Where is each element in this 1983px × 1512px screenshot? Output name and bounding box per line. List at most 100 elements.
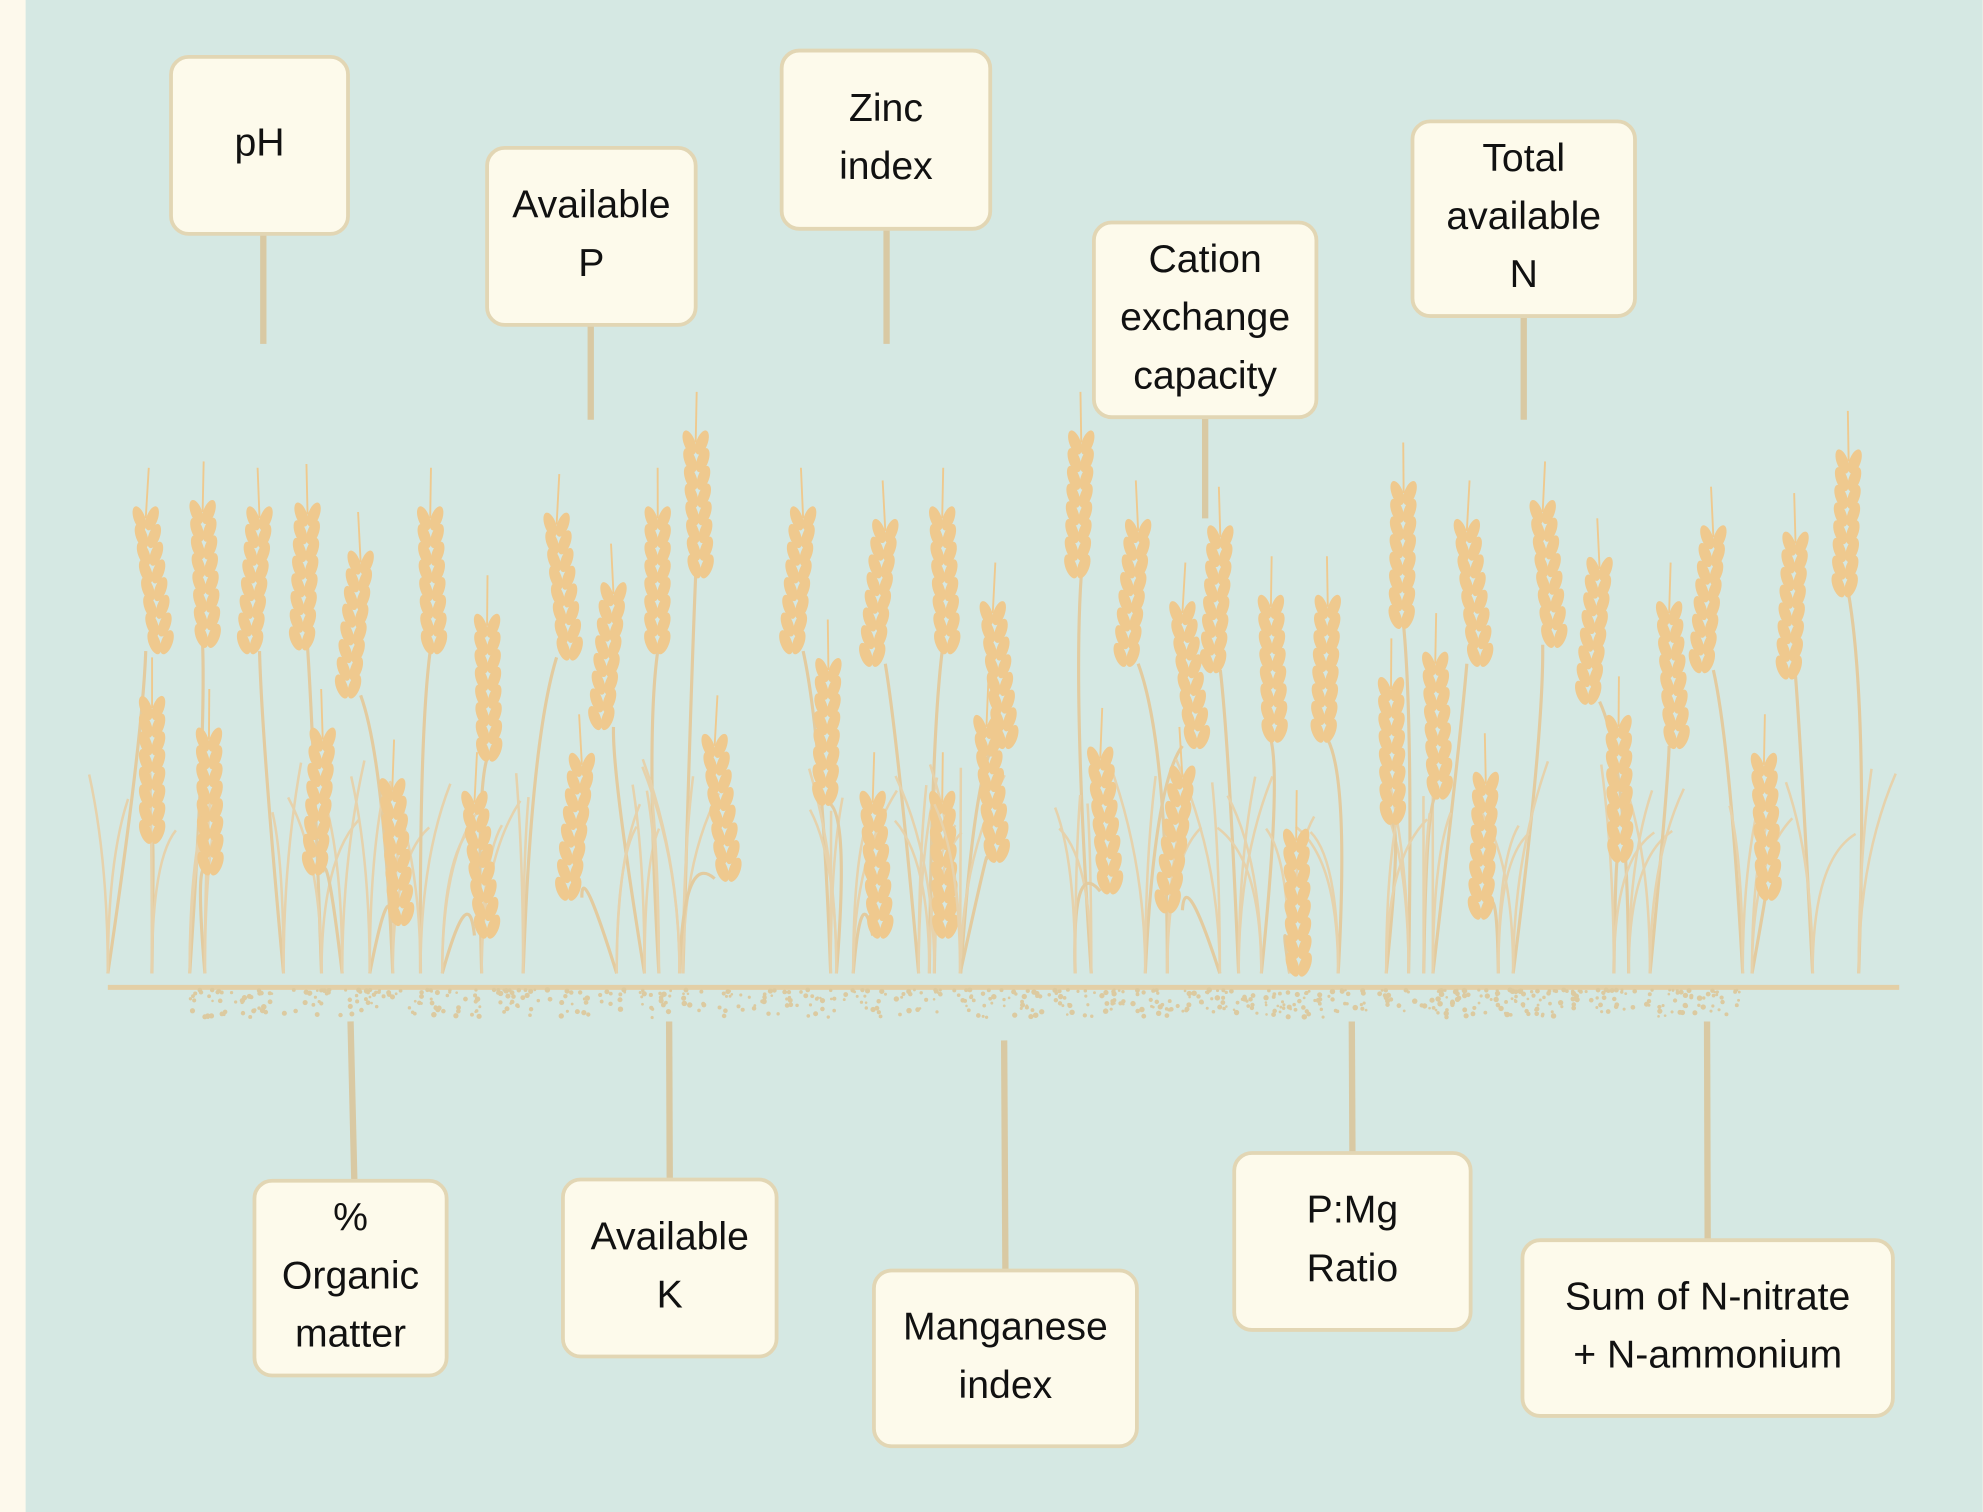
soil-speck [1141, 1013, 1147, 1019]
soil-speck [240, 1000, 244, 1005]
grain [1181, 601, 1196, 626]
grain [1539, 606, 1554, 631]
soil-speck [354, 993, 359, 998]
soil-speck [604, 989, 610, 995]
soil-speck [1264, 1001, 1268, 1004]
soil-speck [967, 987, 973, 993]
soil-speck [1076, 989, 1080, 993]
soil-speck [1550, 1010, 1554, 1014]
grain [802, 506, 817, 531]
soil-speck [934, 990, 937, 994]
soil-speck [349, 1011, 355, 1017]
stalk [418, 650, 432, 974]
grain [1466, 642, 1481, 667]
soil-speck [1216, 989, 1220, 993]
soil-speck [1531, 993, 1536, 998]
grain [345, 568, 360, 593]
soil-speck [1321, 1015, 1325, 1019]
grain [561, 565, 576, 590]
stalk [677, 871, 716, 974]
soil-speck [188, 997, 193, 1001]
grain [1844, 573, 1858, 598]
soil-speck [1686, 988, 1692, 994]
soil-speck [806, 1014, 811, 1018]
stalk [1384, 820, 1398, 974]
soil-speck [906, 1007, 912, 1014]
grain [569, 636, 583, 661]
soil-speck [864, 988, 871, 994]
grain [1123, 536, 1138, 561]
soil-speck [374, 990, 378, 995]
soil-speck [1335, 1009, 1340, 1014]
soil-speck [1272, 992, 1277, 997]
soil-speck [189, 1008, 196, 1014]
grain [872, 518, 886, 544]
label-box [1092, 220, 1319, 420]
soil-speck [1377, 991, 1383, 997]
soil-speck [377, 990, 381, 994]
grain [1536, 570, 1550, 595]
soil-speck [251, 1008, 257, 1014]
grain [588, 706, 602, 731]
grain [145, 612, 160, 637]
soil-speck [1436, 1011, 1440, 1015]
soil-speck [1220, 1000, 1226, 1005]
grain [1579, 627, 1594, 652]
grain [591, 670, 606, 695]
soil-speck [1620, 990, 1624, 994]
soil-speck [876, 1010, 881, 1015]
soil-speck [1462, 991, 1466, 995]
soil-speck [1224, 990, 1228, 995]
grain [1134, 554, 1149, 579]
grain [301, 851, 316, 876]
grain [1129, 607, 1144, 632]
soil-speck [1329, 988, 1336, 995]
soil-speck [608, 991, 613, 996]
grain [1831, 573, 1846, 598]
grain [488, 737, 503, 762]
stalk [827, 801, 843, 974]
soil-speck [1504, 1011, 1510, 1018]
soil-speck [303, 989, 309, 995]
grain [1186, 636, 1200, 661]
soil-speck [1595, 987, 1601, 993]
awn [1217, 486, 1222, 538]
grain [1001, 689, 1015, 714]
label-box [1410, 119, 1637, 318]
soil-speck [1624, 992, 1628, 996]
soil-speck [980, 991, 986, 996]
grain [347, 550, 362, 575]
grain [871, 642, 886, 667]
soil-speck [1719, 995, 1724, 1000]
grain [1467, 895, 1482, 920]
soil-speck [1428, 1006, 1431, 1010]
soil-speck [1186, 990, 1192, 997]
soil-speck [721, 991, 726, 996]
soil-speck [1286, 1004, 1292, 1010]
soil-speck [1222, 1006, 1226, 1011]
grain [1586, 556, 1601, 581]
grain [145, 506, 159, 531]
grain [433, 630, 448, 655]
leaf [933, 803, 962, 974]
soil-speck [1443, 988, 1447, 992]
soil-speck [1454, 996, 1461, 1003]
soil-speck [347, 1003, 353, 1009]
grain [1532, 535, 1547, 560]
soil-speck [650, 1015, 654, 1020]
soil-speck [879, 988, 885, 994]
labels: pH Available P Zinc index Cation exchange capac… [169, 48, 1895, 1449]
grain [1709, 560, 1724, 585]
grain [1477, 625, 1492, 650]
soil-speck [1020, 999, 1025, 1004]
soil-speck [1547, 989, 1552, 993]
soil-speck [1062, 996, 1067, 1000]
grain [141, 577, 155, 602]
grain [573, 823, 588, 848]
soil-speck [1550, 1013, 1557, 1019]
soil-speck [864, 1006, 868, 1010]
grain [334, 674, 349, 699]
stalk [1259, 739, 1276, 974]
soil-speck [1047, 993, 1052, 997]
grain [709, 804, 724, 829]
